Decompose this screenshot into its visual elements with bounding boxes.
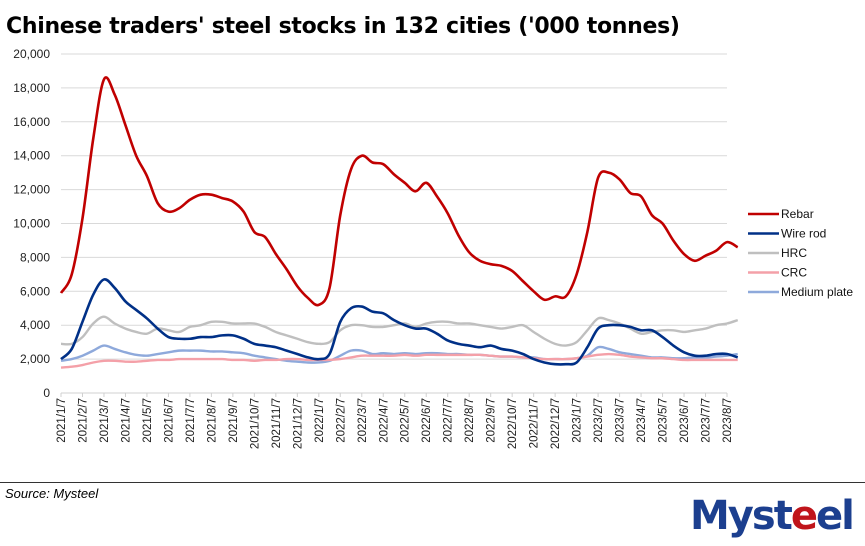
x-tick-label: 2021/9/7 <box>228 398 240 443</box>
x-tick-label: 2023/8/7 <box>722 398 734 443</box>
x-tick-label: 2021/5/7 <box>142 398 154 443</box>
y-tick-label: 16,000 <box>13 115 50 129</box>
series-line-wire-rod <box>60 278 739 366</box>
legend: Rebar Wire rod HRC CRC Medium plate <box>748 207 853 299</box>
x-tick-label: 2023/5/7 <box>658 398 670 443</box>
x-tick-label: 2022/9/7 <box>486 398 498 443</box>
legend-label: CRC <box>781 266 807 280</box>
x-tick-label: 2022/2/7 <box>335 398 347 443</box>
x-tick-label: 2022/8/7 <box>464 398 476 443</box>
x-tick-label: 2023/4/7 <box>636 398 648 443</box>
x-tick-label: 2023/3/7 <box>615 398 627 443</box>
footer-divider <box>0 482 865 483</box>
y-tick-label: 0 <box>43 386 50 400</box>
y-tick-label: 2,000 <box>20 352 50 366</box>
legend-item-wire-rod: Wire rod <box>748 227 826 241</box>
y-tick-label: 4,000 <box>20 318 50 332</box>
x-tick-label: 2023/6/7 <box>679 398 691 443</box>
series-lines <box>59 76 739 369</box>
y-tick-label: 20,000 <box>13 47 50 61</box>
x-tick-label: 2021/8/7 <box>206 398 218 443</box>
logo-text-tail: el <box>815 493 855 539</box>
x-tick-label: 2022/7/7 <box>443 398 455 443</box>
x-tick-label: 2021/4/7 <box>120 398 132 443</box>
legend-label: Rebar <box>781 207 814 221</box>
x-tick-label: 2022/11/7 <box>529 398 541 448</box>
legend-item-crc: CRC <box>748 266 807 280</box>
legend-label: Wire rod <box>781 227 826 241</box>
y-tick-label: 6,000 <box>20 284 50 298</box>
series-line-medium-plate <box>60 344 738 364</box>
x-tick-label: 2022/12/7 <box>550 398 562 449</box>
logo-text-main: Myst <box>690 493 793 539</box>
x-tick-label: 2021/6/7 <box>163 398 175 443</box>
legend-item-rebar: Rebar <box>748 207 814 221</box>
x-tick-label: 2023/7/7 <box>701 398 713 443</box>
x-tick-label: 2022/1/7 <box>314 398 326 443</box>
y-tick-label: 18,000 <box>13 81 50 95</box>
y-axis-ticks: 0 2,000 4,000 6,000 8,000 10,000 12,000 14,000 1… <box>13 47 50 400</box>
x-tick-label: 2021/7/7 <box>185 398 197 443</box>
legend-label: Medium plate <box>781 285 853 299</box>
legend-label: HRC <box>781 246 807 260</box>
y-tick-label: 12,000 <box>13 183 50 197</box>
legend-item-hrc: HRC <box>748 246 807 260</box>
y-tick-label: 10,000 <box>13 217 50 231</box>
x-tick-label: 2021/10/7 <box>249 398 261 449</box>
x-tick-label: 2021/11/7 <box>271 398 283 448</box>
series-line-crc <box>60 352 738 369</box>
x-axis: 2021/1/7 2021/2/7 2021/3/7 2021/4/7 2021/5/7… <box>56 393 734 449</box>
x-tick-label: 2022/4/7 <box>378 398 390 443</box>
logo-text-accent: e <box>790 493 818 539</box>
chart-title: Chinese traders' steel stocks in 132 cit… <box>6 14 680 39</box>
x-tick-label: 2021/12/7 <box>292 398 304 449</box>
source-note: Source: Mysteel <box>5 486 99 501</box>
line-chart: 0 2,000 4,000 6,000 8,000 10,000 12,000 14,000 1… <box>13 47 853 449</box>
x-tick-label: 2023/2/7 <box>593 398 605 443</box>
x-tick-label: 2022/3/7 <box>357 398 369 443</box>
series-line-rebar <box>59 76 739 307</box>
x-tick-label: 2021/2/7 <box>77 398 89 443</box>
x-tick-label: 2022/10/7 <box>507 398 519 449</box>
x-tick-label: 2023/1/7 <box>572 398 584 443</box>
x-tick-label: 2022/5/7 <box>400 398 412 443</box>
y-tick-label: 8,000 <box>20 250 50 264</box>
legend-item-medium-plate: Medium plate <box>748 285 853 299</box>
y-tick-label: 14,000 <box>13 149 50 163</box>
gridlines <box>61 53 727 394</box>
x-tick-label: 2021/3/7 <box>99 398 111 443</box>
x-tick-label: 2021/1/7 <box>56 398 68 443</box>
mysteel-logo: Mysteel <box>690 492 855 540</box>
x-tick-label: 2022/6/7 <box>421 398 433 443</box>
